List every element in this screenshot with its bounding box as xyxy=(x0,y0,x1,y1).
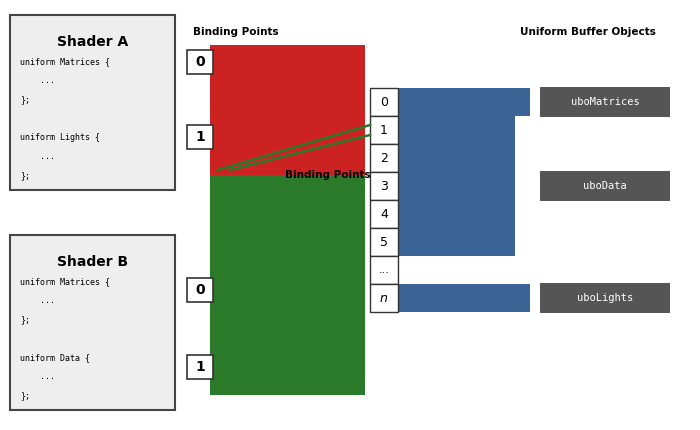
Text: uboMatrices: uboMatrices xyxy=(570,97,639,107)
Text: 4: 4 xyxy=(380,208,388,221)
Text: 0: 0 xyxy=(195,283,205,297)
Text: 3: 3 xyxy=(380,179,388,193)
Bar xyxy=(540,87,670,117)
Text: ...: ... xyxy=(20,372,55,381)
Text: ...: ... xyxy=(20,296,55,305)
Text: ...: ... xyxy=(20,152,55,161)
Text: uboData: uboData xyxy=(583,181,627,191)
Bar xyxy=(398,116,515,256)
Text: uniform Matrices {: uniform Matrices { xyxy=(20,277,110,286)
Bar xyxy=(398,284,530,312)
Text: uniform Lights {: uniform Lights { xyxy=(20,133,100,142)
Bar xyxy=(370,144,398,172)
Text: 1: 1 xyxy=(380,123,388,136)
Text: Shader B: Shader B xyxy=(57,255,128,269)
Text: };: }; xyxy=(20,95,30,104)
Text: Uniform Buffer Objects: Uniform Buffer Objects xyxy=(520,27,656,37)
Bar xyxy=(187,125,213,149)
Bar xyxy=(398,88,530,116)
Bar xyxy=(540,283,670,313)
Bar xyxy=(210,45,365,175)
Text: uboLights: uboLights xyxy=(577,293,633,303)
Text: 1: 1 xyxy=(195,360,205,374)
Text: 0: 0 xyxy=(380,95,388,108)
Text: ...: ... xyxy=(379,265,389,275)
Text: };: }; xyxy=(20,315,30,324)
Text: 0: 0 xyxy=(195,55,205,69)
Bar xyxy=(370,284,398,312)
Text: uniform Matrices {: uniform Matrices { xyxy=(20,57,110,66)
Text: Shader A: Shader A xyxy=(57,35,128,49)
Text: n: n xyxy=(380,292,388,304)
Text: 2: 2 xyxy=(380,151,388,165)
Text: };: }; xyxy=(20,391,30,400)
Bar xyxy=(370,228,398,256)
Bar xyxy=(370,256,398,284)
Text: 5: 5 xyxy=(380,236,388,249)
Text: ...: ... xyxy=(20,76,55,85)
Bar xyxy=(370,172,398,200)
Bar xyxy=(370,200,398,228)
Text: 1: 1 xyxy=(195,130,205,144)
Text: uniform Data {: uniform Data { xyxy=(20,353,90,362)
Bar xyxy=(540,171,670,201)
Bar xyxy=(187,50,213,74)
Bar xyxy=(370,88,398,116)
Bar xyxy=(10,15,175,190)
Text: };: }; xyxy=(20,171,30,180)
Bar xyxy=(10,235,175,410)
Bar xyxy=(210,175,365,395)
Bar xyxy=(187,278,213,302)
Bar xyxy=(187,355,213,379)
Text: Binding Points: Binding Points xyxy=(285,170,370,180)
Text: Binding Points: Binding Points xyxy=(193,27,279,37)
Bar xyxy=(370,116,398,144)
